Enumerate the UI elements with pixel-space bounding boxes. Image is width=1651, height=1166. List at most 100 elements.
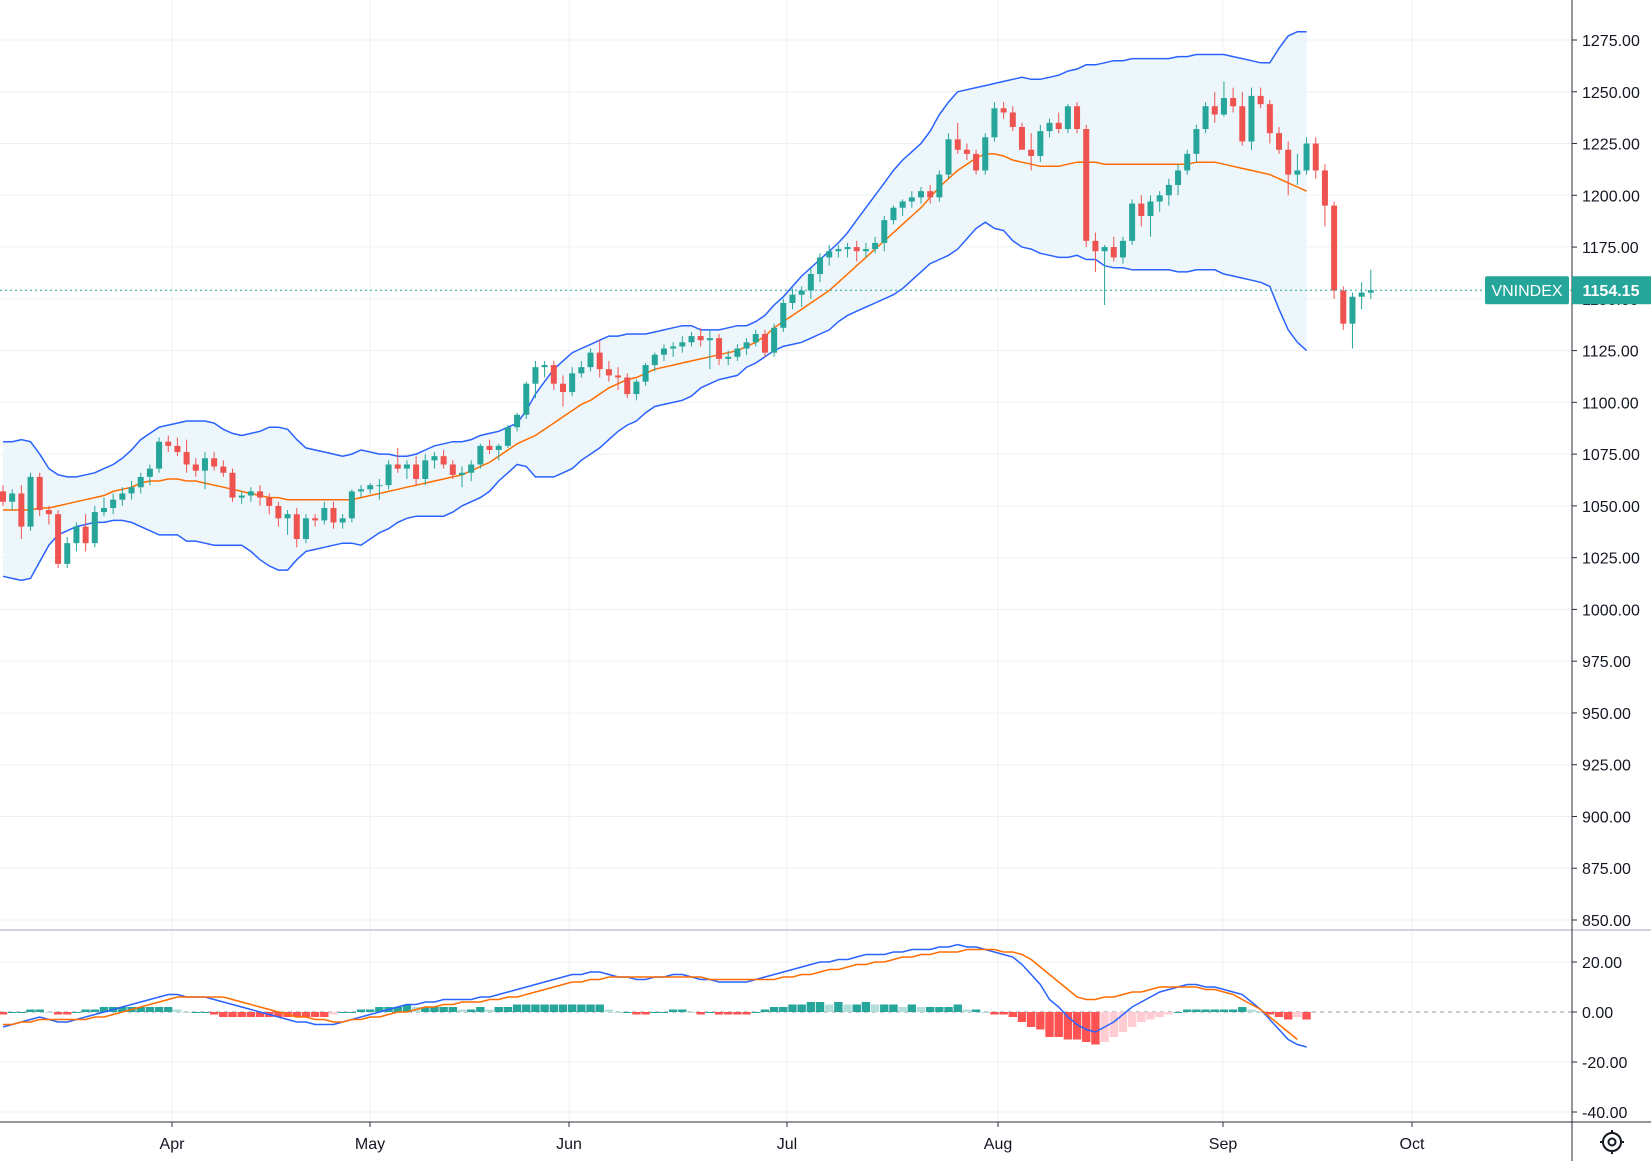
candle[interactable] — [991, 102, 998, 142]
candle[interactable] — [1064, 104, 1071, 134]
candle[interactable] — [1358, 282, 1365, 310]
candle[interactable] — [1220, 81, 1227, 117]
candle[interactable] — [743, 338, 750, 355]
candle[interactable] — [734, 344, 741, 361]
candle[interactable] — [110, 493, 117, 515]
candle[interactable] — [1239, 91, 1246, 146]
candle[interactable] — [284, 510, 291, 535]
candle[interactable] — [1202, 102, 1209, 134]
candle[interactable] — [752, 329, 759, 347]
candle[interactable] — [1340, 286, 1347, 330]
candle[interactable] — [679, 336, 686, 353]
candle[interactable] — [413, 456, 420, 486]
candle[interactable] — [523, 381, 530, 419]
candle[interactable] — [128, 481, 135, 500]
candle[interactable] — [1083, 124, 1090, 248]
candle[interactable] — [578, 360, 585, 378]
candle[interactable] — [1046, 118, 1053, 138]
candle[interactable] — [1009, 106, 1016, 132]
candle[interactable] — [1110, 236, 1117, 262]
candle[interactable] — [504, 425, 511, 448]
candle[interactable] — [192, 458, 199, 477]
candle[interactable] — [348, 489, 355, 523]
candle[interactable] — [862, 242, 869, 258]
candle[interactable] — [459, 466, 465, 488]
candle[interactable] — [367, 483, 374, 494]
candle[interactable] — [780, 298, 787, 332]
candle[interactable] — [495, 443, 502, 461]
candle[interactable] — [1147, 195, 1154, 237]
candle[interactable] — [835, 244, 842, 258]
candle[interactable] — [1000, 102, 1007, 119]
candle[interactable] — [1156, 191, 1163, 212]
candle[interactable] — [1092, 232, 1099, 272]
candle[interactable] — [1018, 122, 1025, 150]
candle[interactable] — [1193, 124, 1200, 163]
candle[interactable] — [55, 510, 62, 568]
candle[interactable] — [633, 379, 640, 401]
candle[interactable] — [1184, 149, 1191, 175]
candle[interactable] — [385, 460, 392, 490]
candle[interactable] — [651, 352, 658, 372]
candle[interactable] — [339, 514, 346, 529]
candle[interactable] — [64, 536, 71, 568]
candle[interactable] — [1055, 112, 1062, 134]
candle[interactable] — [302, 514, 309, 544]
candle[interactable] — [559, 375, 566, 407]
candle[interactable] — [1230, 87, 1237, 113]
candle[interactable] — [91, 505, 98, 548]
candle[interactable] — [881, 216, 888, 252]
candle[interactable] — [541, 360, 548, 378]
candle[interactable] — [844, 242, 851, 258]
candle[interactable] — [486, 439, 493, 455]
candle[interactable] — [82, 514, 89, 552]
candle[interactable] — [1248, 87, 1255, 150]
candle[interactable] — [596, 340, 603, 378]
candle[interactable] — [1349, 292, 1356, 349]
candle[interactable] — [266, 493, 273, 515]
candle[interactable] — [587, 348, 594, 372]
candle[interactable] — [0, 485, 6, 506]
candle[interactable] — [918, 187, 924, 204]
candle[interactable] — [1294, 153, 1301, 185]
candle[interactable] — [817, 253, 824, 283]
candle[interactable] — [605, 360, 612, 382]
candle[interactable] — [688, 331, 695, 347]
candle[interactable] — [137, 472, 144, 494]
candlestick-series[interactable] — [0, 81, 1374, 568]
candle[interactable] — [183, 439, 190, 473]
candle[interactable] — [449, 460, 456, 479]
candle[interactable] — [1257, 87, 1264, 109]
candle[interactable] — [1266, 100, 1273, 144]
candle[interactable] — [1331, 201, 1338, 299]
candle[interactable] — [156, 437, 163, 473]
candle[interactable] — [146, 464, 153, 486]
candle[interactable] — [1028, 133, 1035, 171]
candle[interactable] — [1101, 244, 1108, 306]
candle[interactable] — [36, 472, 43, 517]
candle[interactable] — [1138, 195, 1145, 227]
candle[interactable] — [18, 485, 25, 540]
candle[interactable] — [376, 478, 383, 500]
candle[interactable] — [853, 240, 860, 262]
chart-settings-button[interactable] — [1596, 1126, 1628, 1158]
candle[interactable] — [330, 501, 337, 529]
candle[interactable] — [936, 170, 943, 202]
candle[interactable] — [293, 507, 300, 548]
candle[interactable] — [27, 472, 34, 531]
candle[interactable] — [1312, 137, 1319, 179]
candle[interactable] — [211, 452, 218, 471]
candle[interactable] — [826, 244, 833, 266]
candle[interactable] — [1119, 236, 1126, 264]
candle[interactable] — [872, 236, 879, 254]
candle[interactable] — [1037, 124, 1044, 163]
candle[interactable] — [624, 373, 631, 399]
candle[interactable] — [257, 485, 264, 506]
candle[interactable] — [615, 367, 622, 390]
candle[interactable] — [100, 497, 107, 517]
candle[interactable] — [477, 443, 484, 469]
candle[interactable] — [1303, 137, 1310, 175]
candle[interactable] — [312, 514, 319, 527]
